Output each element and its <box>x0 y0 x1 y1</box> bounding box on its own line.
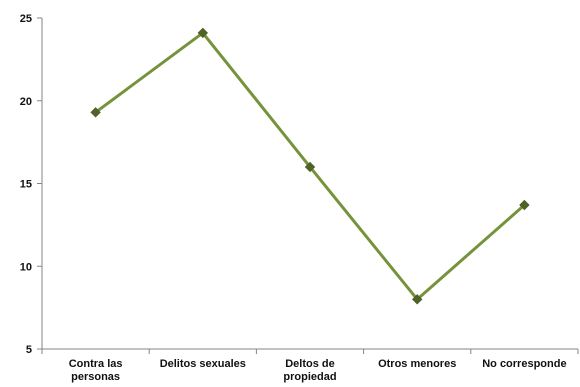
x-category-label: Otros menores <box>378 358 456 370</box>
y-tick-label: 15 <box>20 179 32 191</box>
y-tick-label: 10 <box>20 261 32 273</box>
x-category-label-line: Contra las <box>69 358 123 370</box>
x-category-label-line: personas <box>71 371 120 383</box>
data-point-marker <box>90 107 101 118</box>
series-markers <box>90 27 530 305</box>
y-tick-label: 25 <box>20 13 32 25</box>
data-point-marker <box>519 199 530 211</box>
x-category-label: Deltos de propiedad <box>283 358 336 383</box>
x-category-label-line: Delitos sexuales <box>160 358 246 370</box>
data-point-marker <box>304 161 316 173</box>
x-axis-ticks: Contra las personas Delitos sexuales Deltos… <box>41 349 579 383</box>
x-category-label-line: Deltos de <box>285 358 335 370</box>
y-tick-label: 5 <box>26 344 32 356</box>
x-category-label: No corresponde <box>482 358 566 370</box>
y-axis-ticks: 5 10 15 20 25 <box>20 13 42 356</box>
data-point-marker <box>197 27 209 39</box>
data-point-marker <box>411 294 423 305</box>
x-category-label-line: No corresponde <box>482 358 566 370</box>
chart-axes <box>41 18 578 350</box>
x-category-label-line: propiedad <box>283 371 336 383</box>
x-category-label: Delitos sexuales <box>160 358 246 370</box>
x-category-label: Contra las personas <box>69 358 123 383</box>
y-tick-label: 20 <box>20 96 32 108</box>
x-category-label-line: Otros menores <box>378 358 456 370</box>
